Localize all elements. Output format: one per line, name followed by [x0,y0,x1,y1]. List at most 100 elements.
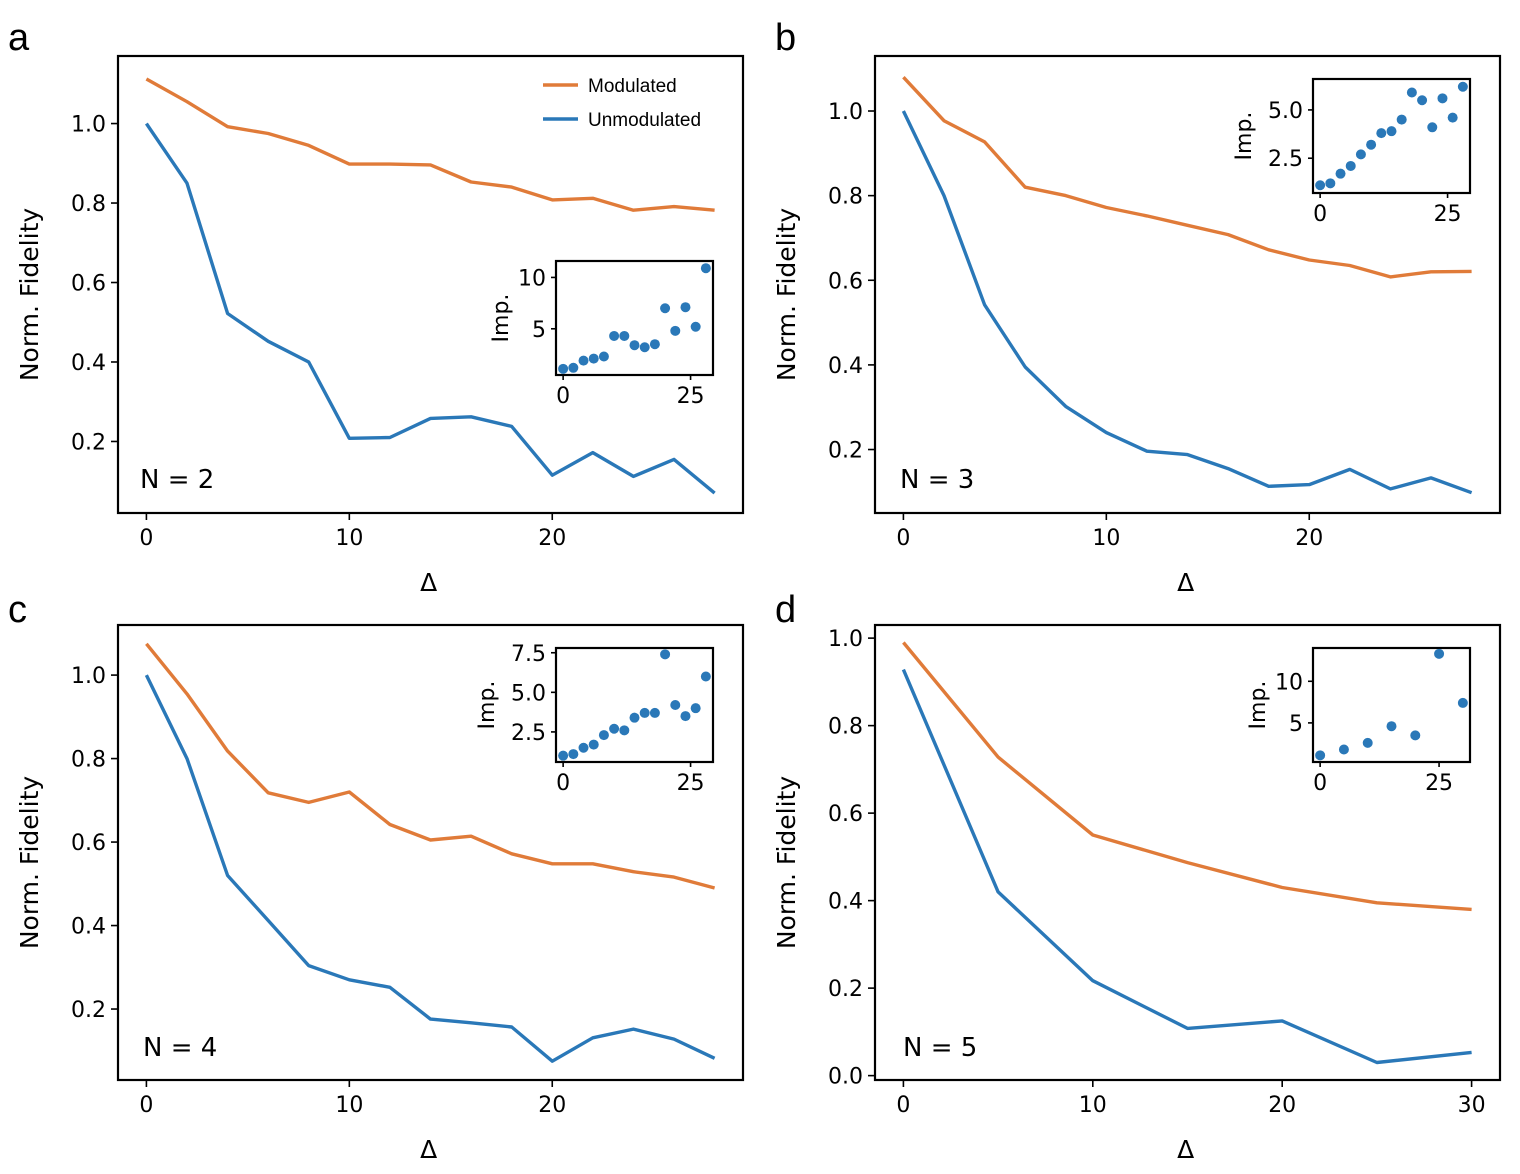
inset-point [1325,178,1336,189]
inset-y-tick-label: 7.5 [511,642,546,667]
y-axis-label: Norm. Fidelity [15,776,44,950]
x-axis-label: Δ [420,1135,437,1164]
main-y-tick-label: 0.6 [828,269,863,294]
main-x-tick-label: 20 [538,1093,566,1118]
inset-point [649,339,660,350]
legend: Modulated Unmodulated [543,76,701,131]
inset-y-axis-label: Imp. [1232,112,1257,161]
inset-point [578,742,589,753]
main-frame [116,54,745,515]
main-x-tick-label: 10 [335,526,363,551]
main-y-tick-label: 0.2 [71,430,106,455]
series-line-unmodulated [144,122,716,495]
inset-point [588,353,599,364]
n-annotation: N = 5 [903,1033,977,1063]
inset-point [1338,744,1349,755]
inset-point [598,351,609,362]
inset-point [1417,95,1428,106]
panel-a: a 0 10 20 0.2 0.4 0.6 0.8 1.0 Δ Norm. Fidelity N = … [8,17,745,597]
main-y-tick-label: 0.8 [828,715,863,740]
main-y-tick-label: 0.4 [71,915,106,940]
inset-y-tick-label: 10 [1275,670,1303,695]
y-axis-label: Norm. Fidelity [15,208,44,382]
series-line-unmodulated [144,674,716,1063]
panel-c: c 0 10 20 0.2 0.4 0.6 0.8 1.0 Δ Norm. Fidelity N = … [8,589,745,1164]
inset-point [1315,180,1326,191]
inset-x-tick-label: 25 [677,384,705,409]
main-x-tick-label: 0 [896,526,910,551]
inset-point [1427,122,1438,133]
inset-point [1437,93,1448,104]
inset-y-axis-label: Imp. [489,294,514,343]
inset-point [690,321,701,332]
main-y-tick-label: 0.6 [71,831,106,856]
main-frame [873,54,1502,515]
inset-y-tick-label: 10 [518,266,546,291]
inset-point [609,723,620,734]
inset-point [1447,112,1458,123]
inset-point [1386,126,1397,137]
panel-b: b 0 10 20 0.2 0.4 0.6 0.8 1.0 Δ Norm. Fidelity N = … [772,17,1502,597]
series-line-modulated [145,77,715,212]
inset-point [700,671,711,682]
main-x-tick-label: 20 [1295,526,1323,551]
main-y-tick-label: 0.4 [828,354,863,379]
inset-point [639,342,650,353]
inset-point [660,303,671,314]
main-y-tick-label: 1.0 [71,664,106,689]
n-annotation: N = 3 [900,465,974,495]
inset-point [568,362,579,373]
x-axis-label: Δ [420,568,437,597]
panel-letter: a [8,17,30,59]
inset-point [700,263,711,274]
inset-plot: 0 25 2.5 5.0 Imp. [1232,77,1472,227]
inset-x-tick-label: 0 [1313,771,1327,796]
main-y-tick-label: 0.2 [828,439,863,464]
inset-x-tick-label: 25 [677,771,705,796]
inset-y-tick-label: 5 [532,318,546,343]
inset-point [619,330,630,341]
inset-point [1355,149,1366,160]
inset-y-tick-label: 2.5 [1268,147,1303,172]
inset-frame [554,646,715,764]
inset-frame [1311,646,1472,764]
inset-point [649,707,660,718]
main-y-tick-label: 1.0 [828,627,863,652]
main-y-tick-label: 0.8 [71,192,106,217]
inset-point [1386,721,1397,732]
inset-point [1410,730,1421,741]
main-y-tick-label: 0.2 [828,977,863,1002]
inset-point [1376,128,1387,139]
main-y-tick-label: 0.6 [71,272,106,297]
panel-letter: c [8,589,27,631]
inset-x-tick-label: 0 [556,771,570,796]
n-annotation: N = 2 [140,465,214,495]
inset-point [1434,648,1445,659]
inset-point [578,355,589,366]
inset-point [1457,697,1468,708]
main-x-tick-label: 10 [1079,1093,1107,1118]
main-x-tick-label: 10 [335,1093,363,1118]
inset-y-axis-label: Imp. [475,681,500,730]
main-x-tick-label: 30 [1458,1093,1486,1118]
inset-x-tick-label: 25 [1425,771,1453,796]
inset-background [1313,648,1470,762]
inset-x-tick-label: 25 [1434,202,1462,227]
inset-point [1335,168,1346,179]
main-y-tick-label: 0.6 [828,802,863,827]
inset-y-tick-label: 5 [1289,712,1303,737]
series-line-unmodulated [901,110,1473,495]
main-x-tick-label: 10 [1092,526,1120,551]
inset-point [609,330,620,341]
main-x-tick-label: 20 [538,526,566,551]
inset-point [629,712,640,723]
inset-frame [1311,77,1472,195]
inset-y-tick-label: 5.0 [1268,99,1303,124]
n-annotation: N = 4 [143,1033,217,1063]
inset-point [670,700,681,710]
main-y-tick-label: 0.8 [71,748,106,773]
main-y-tick-label: 0.4 [71,351,106,376]
